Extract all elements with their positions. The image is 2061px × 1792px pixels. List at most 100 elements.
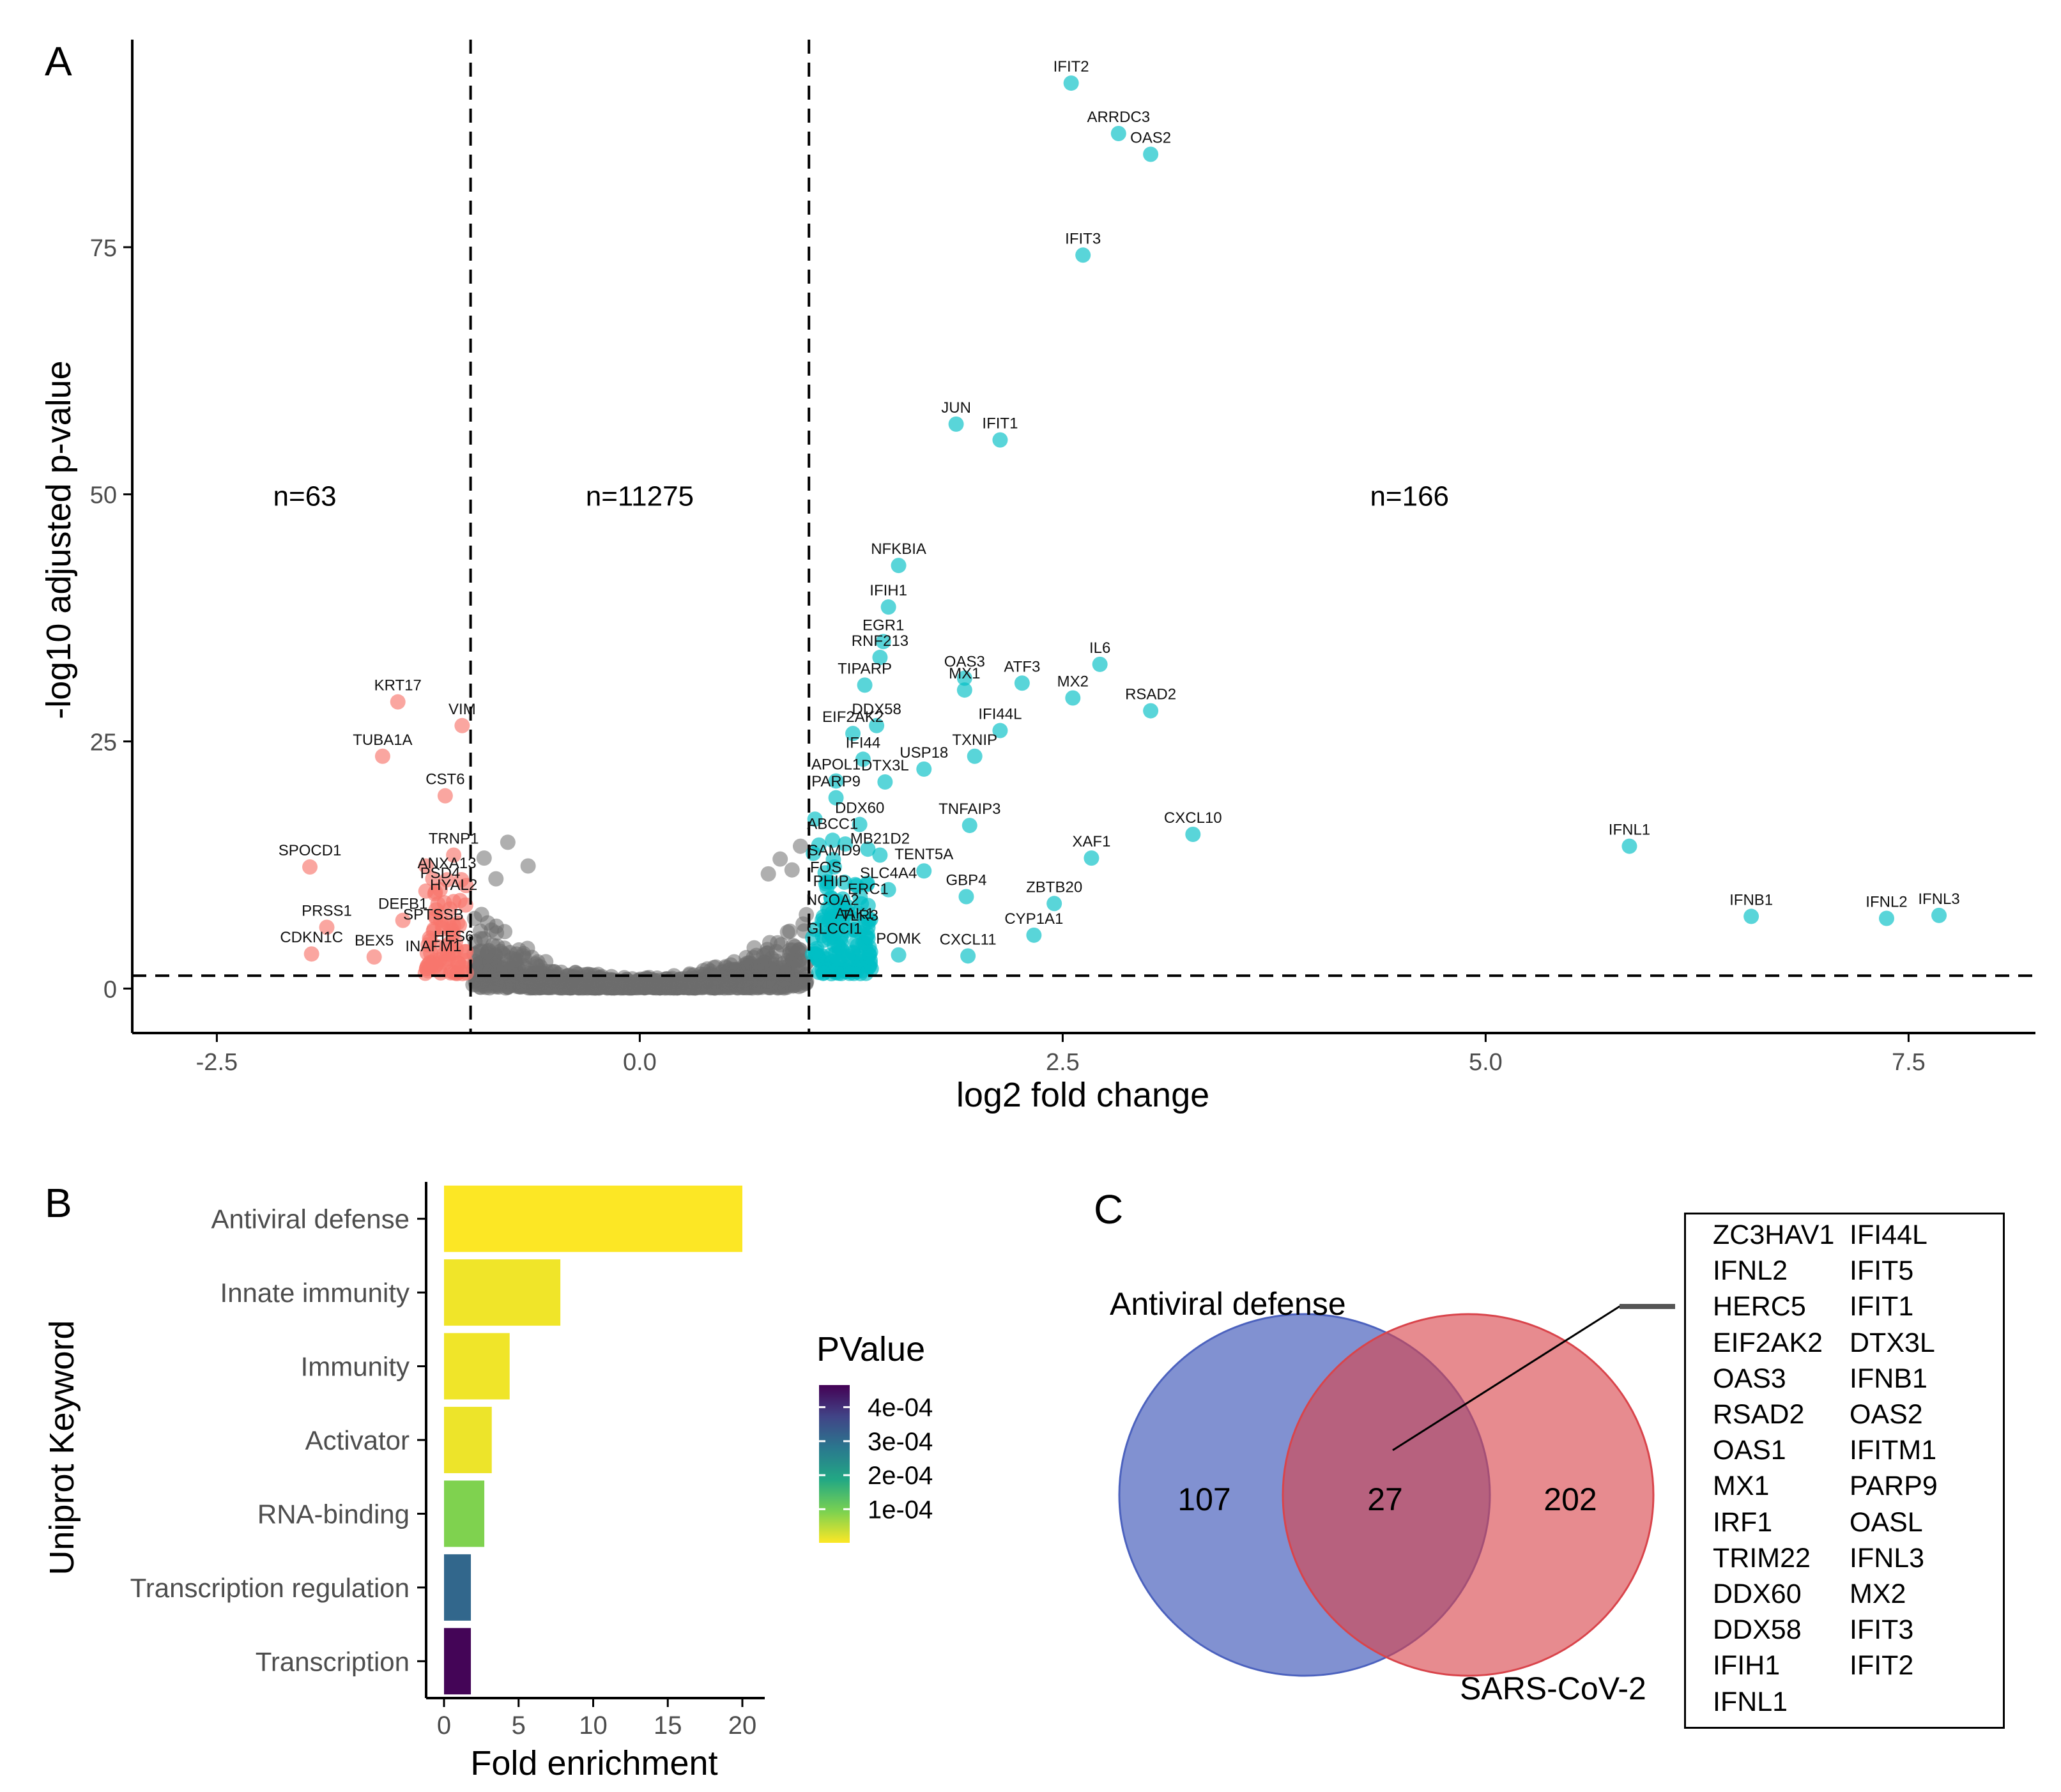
y-tick-label: 75 bbox=[90, 235, 117, 262]
overlap-gene: OAS3 bbox=[1713, 1363, 1786, 1394]
gene-label-atf3: ATF3 bbox=[1004, 658, 1040, 675]
overlap-gene: IFIT5 bbox=[1850, 1255, 1914, 1287]
ns-point bbox=[792, 952, 808, 968]
gene-label-ifih1: IFIH1 bbox=[870, 582, 907, 599]
gene-label-abcc1: ABCC1 bbox=[807, 815, 858, 832]
bar-activator bbox=[444, 1407, 492, 1473]
ns-point bbox=[500, 834, 516, 850]
up-point-ifnl1 bbox=[1621, 838, 1637, 854]
up-point-rsad2 bbox=[1143, 703, 1159, 719]
category-label: Transcription regulation bbox=[130, 1573, 410, 1603]
region-counts: n=63 n=11275 n=166 bbox=[273, 481, 1449, 512]
down-point-sptssb bbox=[425, 923, 441, 939]
ns-point bbox=[670, 976, 686, 992]
up-point-il6 bbox=[1092, 656, 1108, 672]
gene-label-oas2: OAS2 bbox=[1130, 129, 1171, 146]
significant-points bbox=[302, 75, 1947, 982]
gene-label-spocd1: SPOCD1 bbox=[279, 842, 342, 859]
gene-label-rsad2: RSAD2 bbox=[1125, 686, 1176, 703]
up-point-ifit1 bbox=[992, 432, 1008, 448]
down-point bbox=[447, 965, 463, 981]
gene-label-mx1: MX1 bbox=[949, 665, 980, 682]
overlap-gene: MX1 bbox=[1713, 1471, 1770, 1502]
gene-label-cst6: CST6 bbox=[425, 771, 464, 788]
up-point bbox=[838, 836, 854, 852]
y-tick-label: 50 bbox=[90, 482, 117, 509]
ns-point bbox=[707, 980, 723, 996]
up-point-glcci1 bbox=[826, 937, 842, 953]
enrichment-bar-chart: Antiviral defense Innate immunity Immunity… bbox=[43, 1182, 933, 1782]
up-point-parp9 bbox=[828, 790, 844, 806]
ns-point bbox=[774, 979, 790, 995]
down-point-hyal2 bbox=[446, 894, 462, 910]
ns-point bbox=[792, 838, 808, 854]
up-point-cxcl11 bbox=[960, 948, 976, 964]
overlap-gene: DDX60 bbox=[1713, 1579, 1802, 1609]
up-point-gbp4 bbox=[958, 889, 974, 905]
up-point-nfkbia bbox=[891, 558, 907, 574]
up-point bbox=[846, 965, 862, 981]
up-point-arrdc3 bbox=[1110, 125, 1126, 141]
bar-transcription-regulation bbox=[444, 1554, 471, 1621]
gene-label-trnp1: TRNP1 bbox=[429, 830, 479, 847]
gene-label-inafm1: INAFM1 bbox=[405, 938, 461, 955]
up-point-mx1 bbox=[956, 682, 972, 698]
up-point-cyp1a1 bbox=[1026, 927, 1042, 943]
gene-label-defb1: DEFB1 bbox=[378, 896, 427, 913]
ns-point bbox=[493, 944, 509, 960]
gene-label-cxcl10: CXCL10 bbox=[1164, 809, 1222, 827]
region-count: n=11275 bbox=[586, 481, 694, 512]
up-point-abcc1 bbox=[825, 832, 841, 848]
overlap-gene: OASL bbox=[1850, 1506, 1923, 1538]
down-point-defb1 bbox=[395, 912, 411, 928]
x-tick-label: 5.0 bbox=[1469, 1049, 1503, 1076]
ns-point bbox=[538, 954, 554, 970]
up-point bbox=[835, 891, 851, 907]
gene-label-tlr3: TLR3 bbox=[841, 907, 878, 924]
gene-label-rnf213: RNF213 bbox=[852, 632, 908, 650]
gene-label-erc1: ERC1 bbox=[848, 880, 889, 898]
y-tick-label: 25 bbox=[90, 730, 117, 756]
ns-point bbox=[787, 939, 803, 955]
gene-label-phip: PHIP bbox=[813, 873, 849, 890]
up-point-egr1 bbox=[875, 634, 891, 650]
ns-point bbox=[749, 980, 765, 996]
gene-label-samd9: SAMD9 bbox=[808, 842, 861, 859]
volcano-plot: IFIT2 ARRDC3 OAS2 IFIT3 JUN IFIT1 NFKBIA IFIH1 E… bbox=[40, 40, 2035, 1114]
venn-label-sars-cov-2: SARS-CoV-2 bbox=[1460, 1671, 1646, 1706]
legend-tick-label: 2e-04 bbox=[868, 1462, 933, 1490]
gene-label-sptssb: SPTSSB bbox=[403, 907, 464, 924]
gene-label-usp18: USP18 bbox=[900, 744, 948, 762]
gene-label-cxcl11: CXCL11 bbox=[940, 931, 997, 948]
up-point-tlr3 bbox=[852, 924, 868, 940]
up-point-mb21d2 bbox=[872, 847, 888, 863]
ns-point bbox=[784, 862, 800, 878]
down-point-krt17 bbox=[390, 694, 406, 710]
bar-antiviral-defense bbox=[444, 1185, 742, 1252]
up-point-usp18 bbox=[916, 761, 932, 777]
ns-point bbox=[520, 980, 536, 996]
up-point-tnfaip3 bbox=[962, 818, 977, 834]
volcano-y-axis-title: -log10 adjusted p-value bbox=[40, 360, 78, 719]
gene-label-prss1: PRSS1 bbox=[302, 902, 352, 919]
x-tick-label: 7.5 bbox=[1892, 1049, 1926, 1076]
bars bbox=[444, 1185, 742, 1695]
gene-label-eif2ak2: EIF2AK2 bbox=[822, 708, 884, 726]
ns-point bbox=[772, 851, 788, 867]
down-point-hes6 bbox=[446, 945, 462, 961]
gene-label-pomk: POMK bbox=[876, 930, 921, 947]
overlap-gene: TRIM22 bbox=[1713, 1542, 1811, 1574]
panel-label-c: C bbox=[1094, 1186, 1123, 1232]
up-point-ddx58 bbox=[869, 717, 885, 733]
gene-label-vim: VIM bbox=[448, 701, 476, 718]
category-label: Transcription bbox=[256, 1646, 410, 1676]
gene-label-cyp1a1: CYP1A1 bbox=[1004, 910, 1063, 928]
gene-label-ifnl3: IFNL3 bbox=[1918, 891, 1959, 908]
gene-label-txnip: TXNIP bbox=[952, 731, 997, 749]
up-point-tent5a bbox=[916, 863, 932, 879]
ns-point bbox=[473, 976, 489, 992]
overlap-gene: IFNL2 bbox=[1713, 1255, 1788, 1287]
region-count: n=63 bbox=[273, 481, 337, 512]
gene-label-slc4a4: SLC4A4 bbox=[860, 865, 917, 882]
